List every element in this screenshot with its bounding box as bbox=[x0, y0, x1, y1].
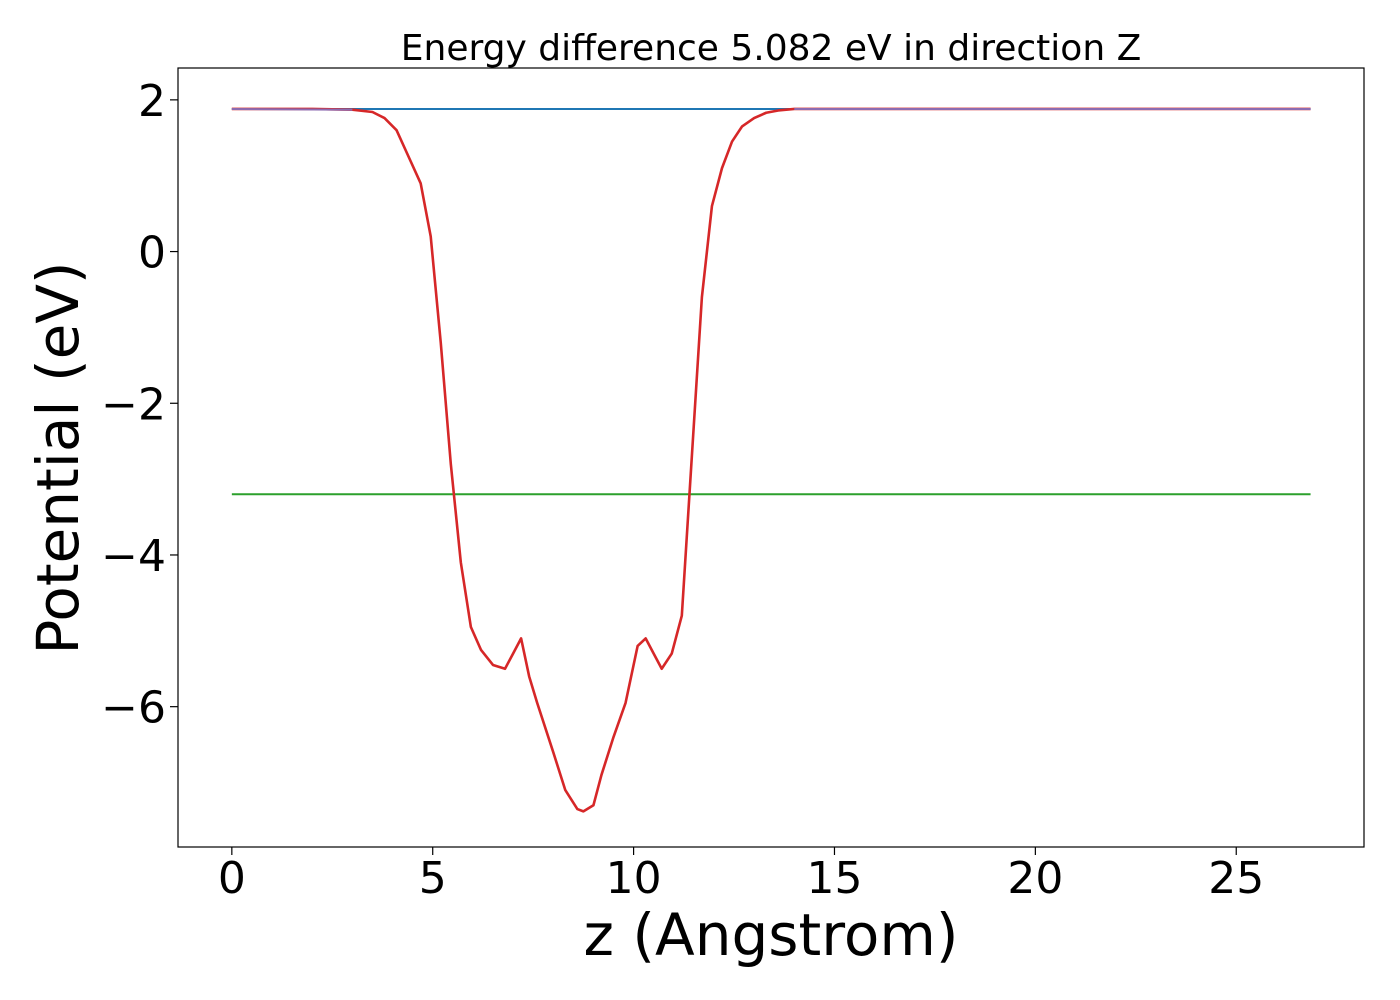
y-tick-label: 2 bbox=[138, 76, 166, 127]
x-tick-label: 0 bbox=[218, 853, 246, 904]
y-tick-label: −2 bbox=[101, 379, 166, 430]
series-layer bbox=[231, 107, 1311, 813]
y-tick-label: 0 bbox=[138, 228, 166, 279]
x-axis-ticks: 0 5 10 15 20 25 bbox=[218, 847, 1264, 904]
x-tick-label: 25 bbox=[1208, 853, 1264, 904]
x-tick-label: 5 bbox=[419, 853, 447, 904]
x-tick-label: 10 bbox=[606, 853, 662, 904]
y-axis-label: Potential (eV) bbox=[24, 261, 92, 654]
x-axis-label: z (Angstrom) bbox=[584, 901, 959, 969]
series-line-2-curve bbox=[231, 107, 1311, 813]
y-tick-label: −4 bbox=[101, 531, 166, 582]
x-tick-label: 20 bbox=[1007, 853, 1063, 904]
chart-title: Energy difference 5.082 eV in direction … bbox=[401, 28, 1142, 69]
y-axis-ticks: 2 0 −2 −4 −6 bbox=[101, 76, 178, 734]
x-tick-label: 15 bbox=[806, 853, 862, 904]
series-line-3-overlay bbox=[231, 107, 353, 111]
plot-frame bbox=[177, 67, 1365, 848]
y-tick-label: −6 bbox=[101, 683, 166, 734]
